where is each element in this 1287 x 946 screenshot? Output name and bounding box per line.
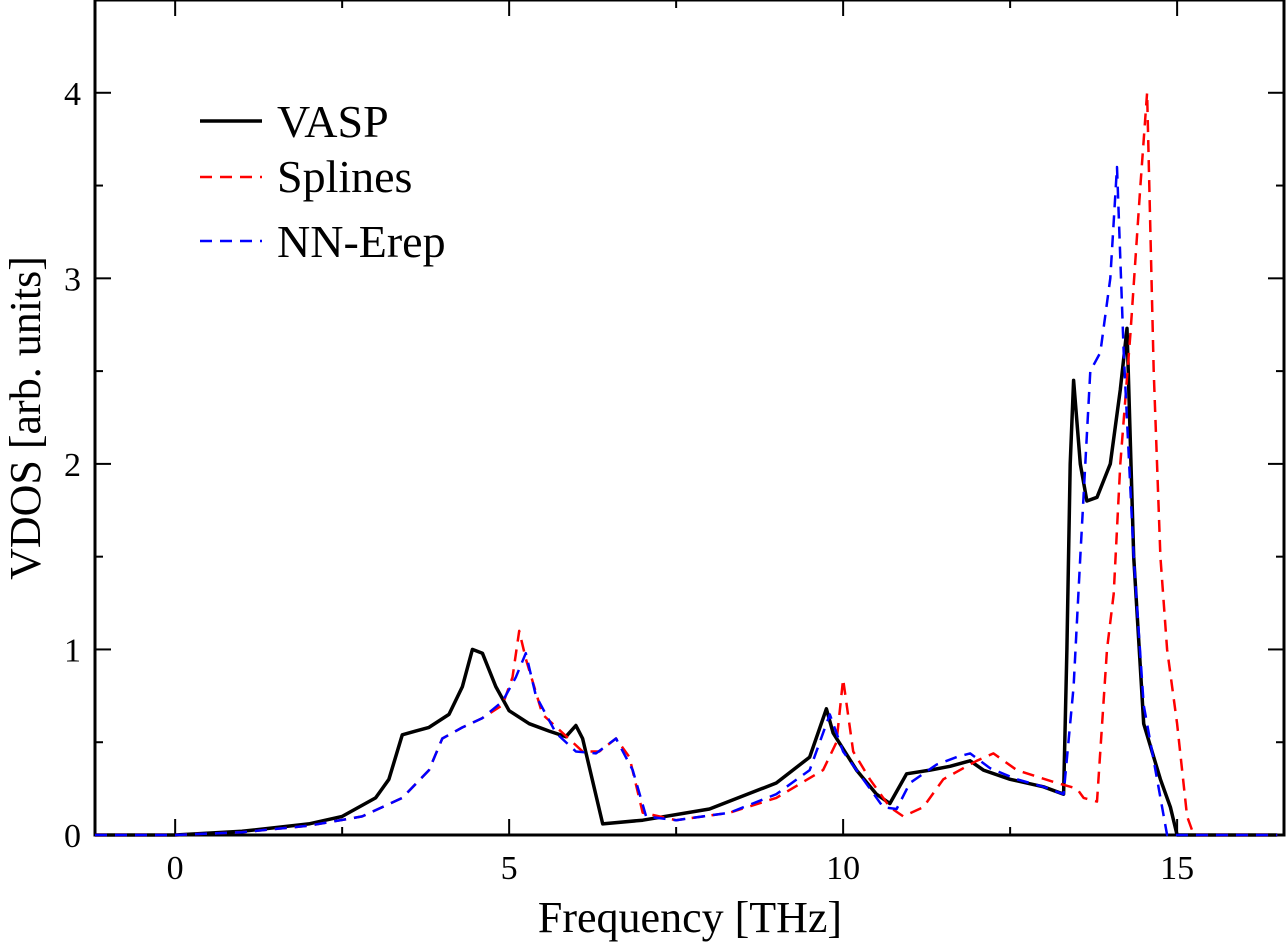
series-lines [95, 91, 1278, 837]
legend: VASP Splines NN-Erep [200, 96, 446, 267]
y-tick-label: 4 [64, 76, 81, 113]
x-tick-label: 10 [826, 850, 860, 887]
y-tick-label: 1 [64, 632, 81, 669]
x-tick-label: 15 [1160, 850, 1194, 887]
y-tick-label: 3 [64, 261, 81, 298]
x-tick-label: 5 [501, 850, 518, 887]
y-tick-label: 0 [64, 818, 81, 855]
legend-label-vasp: VASP [277, 96, 389, 147]
x-axis-title: Frequency [THz] [538, 893, 842, 942]
series-line-nn-erep [95, 165, 1278, 837]
series-line-splines [95, 91, 1278, 837]
legend-label-nn-erep: NN-Erep [277, 216, 446, 267]
series-line-vasp [95, 326, 1278, 837]
legend-label-splines: Splines [277, 151, 412, 202]
y-tick-label: 2 [64, 447, 81, 484]
plot-frame [93, 0, 1286, 837]
y-axis-title: VDOS [arb. units] [1, 256, 50, 580]
x-tick-label: 0 [167, 850, 184, 887]
